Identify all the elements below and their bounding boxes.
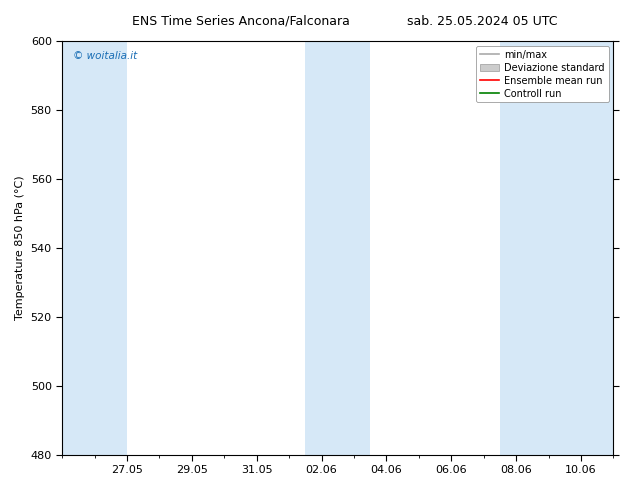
Legend: min/max, Deviazione standard, Ensemble mean run, Controll run: min/max, Deviazione standard, Ensemble m… bbox=[476, 46, 609, 102]
Bar bbox=[306, 41, 370, 455]
Text: sab. 25.05.2024 05 UTC: sab. 25.05.2024 05 UTC bbox=[406, 15, 557, 28]
Text: ENS Time Series Ancona/Falconara: ENS Time Series Ancona/Falconara bbox=[132, 15, 350, 28]
Y-axis label: Temperature 850 hPa (°C): Temperature 850 hPa (°C) bbox=[15, 175, 25, 320]
Bar bbox=[62, 41, 127, 455]
Bar bbox=[565, 41, 614, 455]
Text: © woitalia.it: © woitalia.it bbox=[74, 51, 138, 61]
Bar bbox=[500, 41, 565, 455]
